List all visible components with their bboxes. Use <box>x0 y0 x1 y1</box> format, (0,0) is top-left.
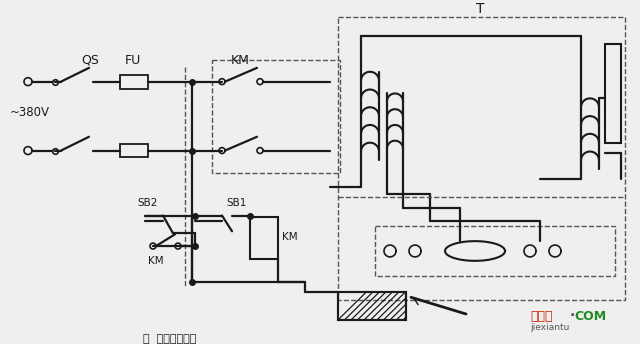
Bar <box>338 17 625 300</box>
Text: FU: FU <box>125 54 141 67</box>
Bar <box>212 60 340 173</box>
Text: jiexiantu: jiexiantu <box>530 323 570 332</box>
Text: T: T <box>476 2 484 16</box>
Text: QS: QS <box>81 54 99 67</box>
Text: SB1: SB1 <box>226 198 246 208</box>
Text: ~380V: ~380V <box>10 106 50 119</box>
Bar <box>375 226 615 276</box>
Text: COM: COM <box>574 310 606 323</box>
Text: KM: KM <box>282 232 298 242</box>
Text: KM: KM <box>230 54 250 67</box>
Bar <box>338 292 406 320</box>
Bar <box>338 292 406 320</box>
Text: 接线图: 接线图 <box>530 310 552 323</box>
Bar <box>120 144 148 158</box>
Text: SB2: SB2 <box>137 198 157 208</box>
Bar <box>250 216 278 259</box>
Text: KM: KM <box>148 256 164 266</box>
Bar <box>605 44 621 143</box>
Bar <box>120 75 148 88</box>
Text: ·: · <box>570 309 575 323</box>
Text: 图  点焊机接线图: 图 点焊机接线图 <box>143 334 196 344</box>
